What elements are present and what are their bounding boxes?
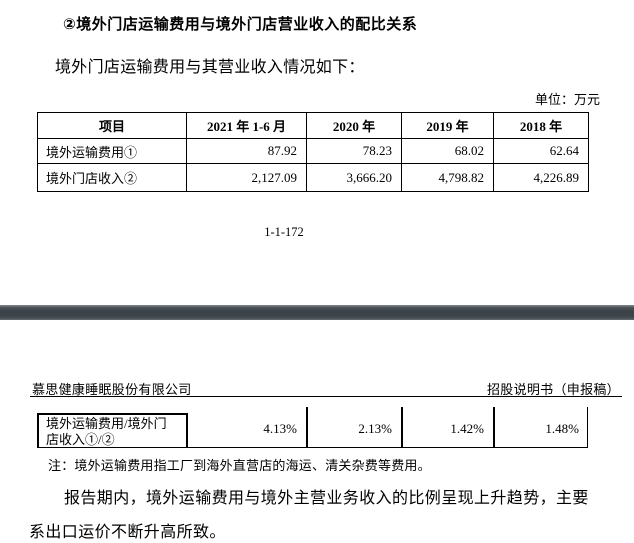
section-title: ②境外门店运输费用与境外门店营业收入的配比关系 — [63, 16, 418, 33]
running-header-company: 慕思健康睡眠股份有限公司 — [32, 382, 192, 397]
page-number: 1-1-172 — [264, 225, 304, 239]
header-rule — [30, 396, 622, 397]
header-item: 项目 — [37, 112, 187, 139]
row-label-store-revenue: 境外门店收入② — [37, 163, 187, 192]
body-paragraph-line2: 系出口运价不断升高所致。 — [29, 524, 226, 541]
table-border — [586, 407, 588, 448]
cell-value: 4,226.89 — [493, 163, 589, 192]
cell-value: 3,666.20 — [306, 163, 402, 192]
table-border — [37, 413, 188, 415]
header-2018: 2018 年 — [493, 112, 589, 139]
table-border — [493, 407, 495, 448]
cell-value: 78.23 — [306, 138, 402, 164]
page-gap-separator — [0, 305, 634, 320]
table-border — [186, 413, 188, 448]
table-row: 境外门店收入② 2,127.09 3,666.20 4,798.82 4,226… — [37, 163, 589, 192]
intro-paragraph: 境外门店运输费用与其营业收入情况如下： — [55, 59, 365, 76]
ratio-value-2019: 1.42% — [450, 421, 484, 436]
cell-value: 87.92 — [186, 138, 307, 164]
table-border — [37, 446, 588, 448]
table-note: 注：境外运输费用指工厂到海外直营店的海运、清关杂费等费用。 — [48, 458, 431, 473]
ratio-value-2018: 1.48% — [545, 421, 579, 436]
running-header-doc-type: 招股说明书（申报稿） — [486, 382, 620, 397]
cell-value: 62.64 — [493, 138, 589, 164]
table-border — [37, 413, 39, 448]
transport-fee-table: 项目 2021 年 1-6 月 2020 年 2019 年 2018 年 境外运… — [37, 112, 589, 192]
ratio-value-2020: 2.13% — [358, 421, 392, 436]
table-header-row: 项目 2021 年 1-6 月 2020 年 2019 年 2018 年 — [37, 112, 589, 139]
table-border — [306, 407, 308, 448]
header-2019: 2019 年 — [401, 112, 494, 139]
cell-value: 68.02 — [401, 138, 494, 164]
ratio-row-label: 境外运输费用/境外门 店收入①/② — [46, 416, 167, 447]
ratio-table-continued: 境外运输费用/境外门 店收入①/② 4.13% 2.13% 1.42% 1.48… — [37, 407, 588, 449]
cell-value: 4,798.82 — [401, 163, 494, 192]
unit-label: 单位：万元 — [534, 92, 600, 107]
cell-value: 2,127.09 — [186, 163, 307, 192]
ratio-value-2021h1: 4.13% — [263, 421, 297, 436]
table-row: 境外运输费用① 87.92 78.23 68.02 62.64 — [37, 138, 589, 164]
header-2021h1: 2021 年 1-6 月 — [186, 112, 307, 139]
body-paragraph-line1: 报告期内，境外运输费用与境外主营业务收入的比例呈现上升趋势，主要 — [64, 490, 589, 507]
row-label-transport-fee: 境外运输费用① — [37, 138, 187, 164]
header-2020: 2020 年 — [306, 112, 402, 139]
table-border — [401, 407, 403, 448]
